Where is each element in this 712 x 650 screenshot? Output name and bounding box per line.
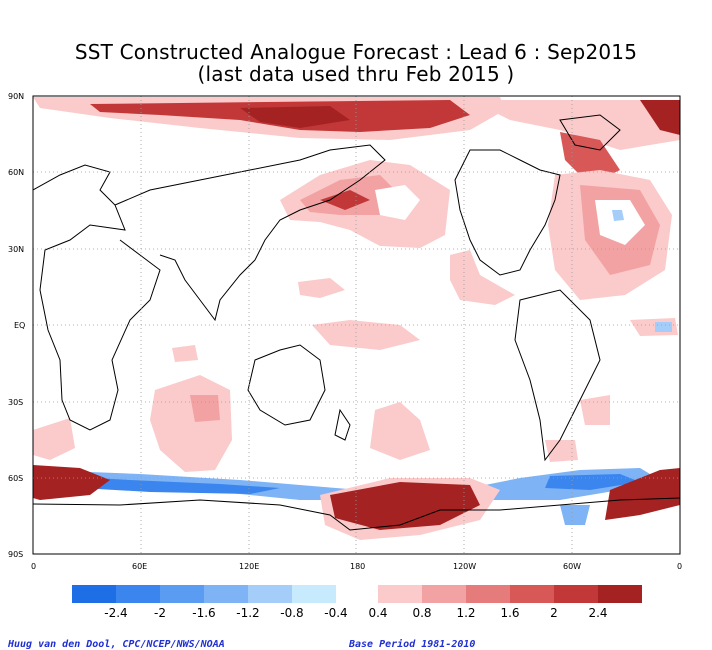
lon-label: 60W [563, 562, 581, 571]
colorbar-swatch-negative [204, 585, 248, 603]
lon-label: 120W [453, 562, 476, 571]
colorbar-label: 2 [550, 606, 558, 620]
graticule [33, 96, 680, 554]
credit-base-period: Base Period 1981-2010 [349, 639, 476, 650]
colorbar-label: -0.8 [280, 606, 303, 620]
colorbar-label: 1.6 [500, 606, 519, 620]
colorbar-swatch-negative [116, 585, 160, 603]
colorbar-swatch-negative [248, 585, 292, 603]
colorbar-swatch-negative [72, 585, 116, 603]
colorbar-label: -0.4 [324, 606, 347, 620]
lon-label: 0 [677, 562, 682, 571]
colorbar-label: 1.2 [456, 606, 475, 620]
colorbar-swatch-positive [378, 585, 422, 603]
lat-label: 60N [8, 168, 24, 177]
colorbar-swatch-positive [598, 585, 642, 603]
warm-anomaly-south-indian [150, 375, 232, 472]
plot-frame [32, 95, 681, 555]
latitude-labels: 90N 60N 30N EQ 30S 60S 90S [8, 92, 25, 559]
colorbar-label: 0.8 [412, 606, 431, 620]
colorbar-swatch-negative [160, 585, 204, 603]
colorbar-label: -1.6 [192, 606, 215, 620]
colorbar-swatch-positive [466, 585, 510, 603]
lat-label: 60S [8, 474, 23, 483]
lon-label: 120E [239, 562, 259, 571]
longitude-labels: 0 60E 120E 180 120W 60W 0 [31, 562, 682, 571]
colorbar-swatch-negative [292, 585, 336, 603]
coastlines [33, 114, 680, 531]
colorbar-label: 2.4 [588, 606, 607, 620]
lat-label: 90S [8, 550, 23, 559]
colorbar-label: 0.4 [368, 606, 387, 620]
colorbar-label: -2.4 [104, 606, 127, 620]
colorbar-label: -2 [154, 606, 166, 620]
map-title-line1: SST Constructed Analogue Forecast : Lead… [74, 40, 638, 64]
lon-label: 180 [350, 562, 365, 571]
lat-label: 30S [8, 398, 23, 407]
map-title-line2: (last data used thru Feb 2015 ) [197, 62, 515, 86]
colorbar-swatch-positive [510, 585, 554, 603]
colorbar-label: -1.2 [236, 606, 259, 620]
lon-label: 60E [132, 562, 147, 571]
lon-label: 0 [31, 562, 36, 571]
credit-author: Huug van den Dool, CPC/NCEP/NWS/NOAA [8, 639, 225, 650]
colorbar: -2.4 -2 -1.6 -1.2 -0.8 -0.4 0.4 0.8 1.2 1.6 2 2.4 [72, 585, 642, 620]
colorbar-swatch-positive [554, 585, 598, 603]
cold-anomaly-southern-ocean [40, 468, 660, 500]
colorbar-swatch-positive [422, 585, 466, 603]
anomaly-field [33, 97, 680, 540]
lat-label: 30N [8, 245, 24, 254]
lat-label: 90N [8, 92, 24, 101]
lat-label: EQ [14, 321, 25, 330]
